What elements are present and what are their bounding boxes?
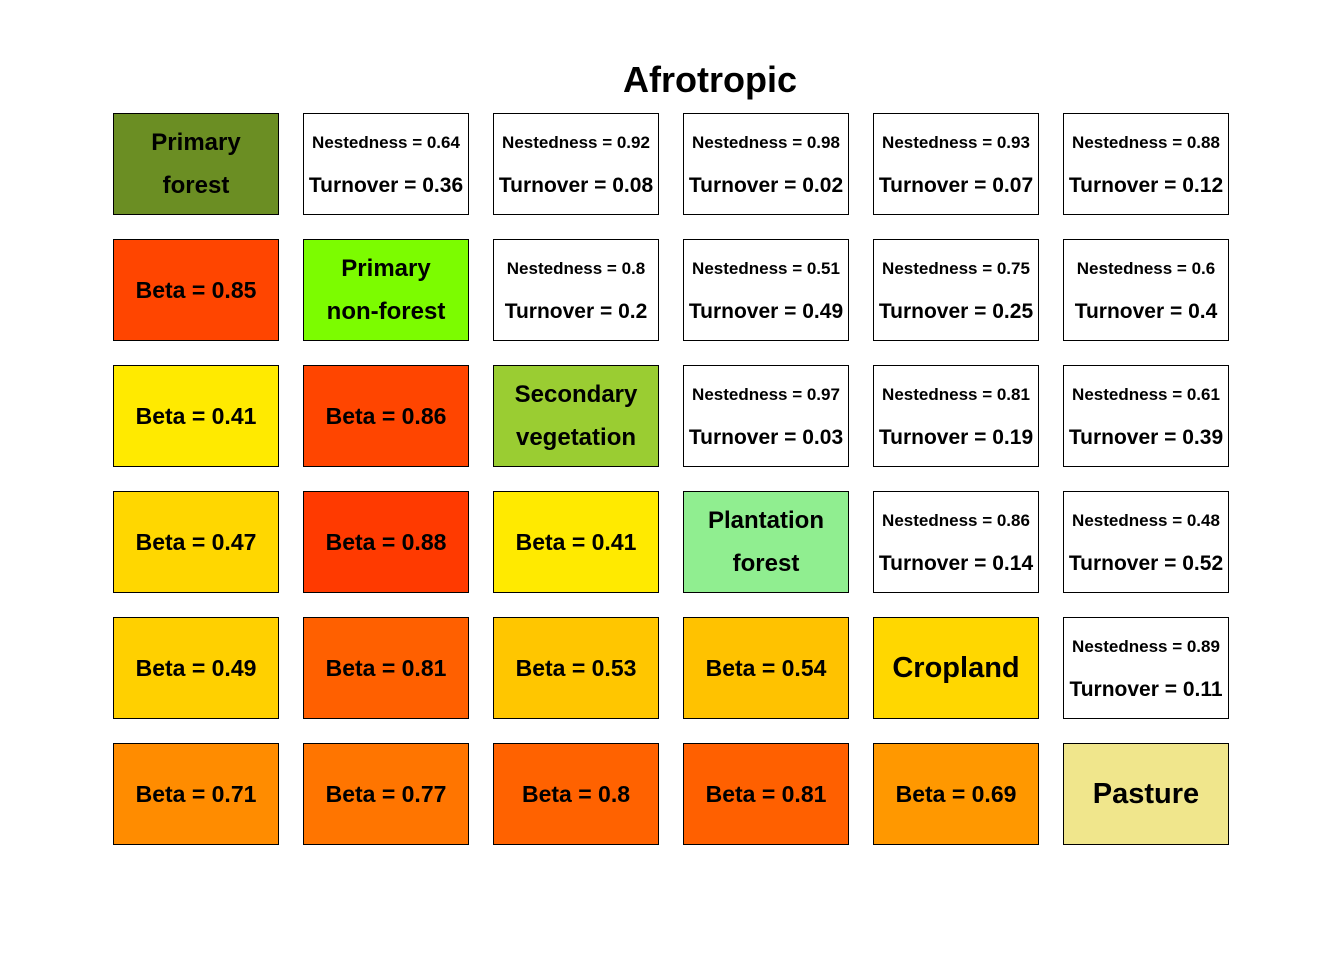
habitat-name-line2: forest <box>162 172 230 199</box>
habitat-pasture: Pasture <box>1063 743 1229 845</box>
nestedness-label: Nestedness = 0.97 <box>692 384 840 404</box>
beta-cell-r3c2: Beta = 0.41 <box>493 491 659 593</box>
habitat-secondary-vegetation: Secondary vegetation <box>493 365 659 467</box>
turnover-label: Turnover = 0.08 <box>498 173 654 197</box>
beta-label: Beta = 0.71 <box>135 780 257 807</box>
habitat-primary-non-forest: Primary non-forest <box>303 239 469 341</box>
pair-cell-r3c5: Nestedness = 0.48 Turnover = 0.52 <box>1063 491 1229 593</box>
pair-cell-r0c1: Nestedness = 0.64 Turnover = 0.36 <box>303 113 469 215</box>
turnover-label: Turnover = 0.39 <box>1068 425 1224 449</box>
nestedness-label: Nestedness = 0.93 <box>882 132 1030 152</box>
beta-cell-r4c0: Beta = 0.49 <box>113 617 279 719</box>
turnover-label: Turnover = 0.03 <box>688 425 844 449</box>
nestedness-label: Nestedness = 0.48 <box>1072 510 1220 530</box>
nestedness-label: Nestedness = 0.88 <box>1072 132 1220 152</box>
habitat-name-line1: Primary <box>341 255 431 282</box>
turnover-label: Turnover = 0.11 <box>1069 677 1223 701</box>
beta-cell-r1c0: Beta = 0.85 <box>113 239 279 341</box>
habitat-cropland: Cropland <box>873 617 1039 719</box>
beta-cell-r4c2: Beta = 0.53 <box>493 617 659 719</box>
beta-cell-r5c1: Beta = 0.77 <box>303 743 469 845</box>
nestedness-label: Nestedness = 0.64 <box>312 132 460 152</box>
pair-cell-r2c4: Nestedness = 0.81 Turnover = 0.19 <box>873 365 1039 467</box>
pair-cell-r1c2: Nestedness = 0.8 Turnover = 0.2 <box>493 239 659 341</box>
habitat-name-line1: Plantation <box>707 507 824 534</box>
turnover-label: Turnover = 0.36 <box>308 173 464 197</box>
beta-label: Beta = 0.49 <box>135 654 257 681</box>
turnover-label: Turnover = 0.52 <box>1068 551 1224 575</box>
nestedness-label: Nestedness = 0.51 <box>692 258 840 278</box>
habitat-name-line1: Pasture <box>1092 777 1200 810</box>
beta-label: Beta = 0.8 <box>521 780 631 807</box>
habitat-name-line1: Cropland <box>892 651 1020 684</box>
pair-cell-r0c4: Nestedness = 0.93 Turnover = 0.07 <box>873 113 1039 215</box>
beta-cell-r2c1: Beta = 0.86 <box>303 365 469 467</box>
pair-cell-r0c3: Nestedness = 0.98 Turnover = 0.02 <box>683 113 849 215</box>
pair-cell-r1c4: Nestedness = 0.75 Turnover = 0.25 <box>873 239 1039 341</box>
nestedness-label: Nestedness = 0.6 <box>1076 258 1216 278</box>
nestedness-label: Nestedness = 0.92 <box>502 132 650 152</box>
beta-label: Beta = 0.77 <box>325 780 447 807</box>
habitat-name-line2: non-forest <box>326 298 446 325</box>
beta-label: Beta = 0.41 <box>515 528 637 555</box>
nestedness-label: Nestedness = 0.75 <box>882 258 1030 278</box>
beta-cell-r5c2: Beta = 0.8 <box>493 743 659 845</box>
turnover-label: Turnover = 0.02 <box>688 173 844 197</box>
pair-cell-r3c4: Nestedness = 0.86 Turnover = 0.14 <box>873 491 1039 593</box>
habitat-primary-forest: Primary forest <box>113 113 279 215</box>
beta-label: Beta = 0.69 <box>895 780 1017 807</box>
beta-label: Beta = 0.88 <box>325 528 447 555</box>
pair-cell-r0c2: Nestedness = 0.92 Turnover = 0.08 <box>493 113 659 215</box>
habitat-name-line1: Secondary <box>514 381 638 408</box>
beta-label: Beta = 0.54 <box>705 654 827 681</box>
beta-label: Beta = 0.47 <box>135 528 257 555</box>
beta-cell-r3c0: Beta = 0.47 <box>113 491 279 593</box>
turnover-label: Turnover = 0.49 <box>688 299 844 323</box>
nestedness-label: Nestedness = 0.61 <box>1072 384 1220 404</box>
turnover-label: Turnover = 0.25 <box>878 299 1034 323</box>
beta-cell-r5c4: Beta = 0.69 <box>873 743 1039 845</box>
beta-cell-r2c0: Beta = 0.41 <box>113 365 279 467</box>
turnover-label: Turnover = 0.07 <box>878 173 1034 197</box>
turnover-label: Turnover = 0.2 <box>504 299 648 323</box>
beta-label: Beta = 0.81 <box>705 780 827 807</box>
beta-label: Beta = 0.86 <box>325 402 447 429</box>
pair-cell-r2c3: Nestedness = 0.97 Turnover = 0.03 <box>683 365 849 467</box>
pair-cell-r0c5: Nestedness = 0.88 Turnover = 0.12 <box>1063 113 1229 215</box>
beta-label: Beta = 0.53 <box>515 654 637 681</box>
nestedness-label: Nestedness = 0.89 <box>1072 636 1220 656</box>
beta-label: Beta = 0.81 <box>325 654 447 681</box>
chart-title: Afrotropic <box>623 59 797 100</box>
beta-label: Beta = 0.85 <box>135 276 257 303</box>
beta-cell-r4c3: Beta = 0.54 <box>683 617 849 719</box>
pair-cell-r2c5: Nestedness = 0.61 Turnover = 0.39 <box>1063 365 1229 467</box>
beta-diversity-matrix: Primary forest Nestedness = 0.64 Turnove… <box>113 113 1231 845</box>
pair-cell-r1c5: Nestedness = 0.6 Turnover = 0.4 <box>1063 239 1229 341</box>
beta-label: Beta = 0.41 <box>135 402 257 429</box>
turnover-label: Turnover = 0.19 <box>878 425 1034 449</box>
habitat-plantation-forest: Plantation forest <box>683 491 849 593</box>
turnover-label: Turnover = 0.4 <box>1074 299 1218 323</box>
beta-cell-r5c0: Beta = 0.71 <box>113 743 279 845</box>
habitat-name-line2: vegetation <box>515 424 637 451</box>
habitat-name-line1: Primary <box>151 129 241 156</box>
nestedness-label: Nestedness = 0.8 <box>506 258 646 278</box>
nestedness-label: Nestedness = 0.81 <box>882 384 1030 404</box>
pair-cell-r4c5: Nestedness = 0.89 Turnover = 0.11 <box>1063 617 1229 719</box>
nestedness-label: Nestedness = 0.86 <box>882 510 1030 530</box>
beta-cell-r3c1: Beta = 0.88 <box>303 491 469 593</box>
beta-cell-r5c3: Beta = 0.81 <box>683 743 849 845</box>
turnover-label: Turnover = 0.12 <box>1068 173 1224 197</box>
nestedness-label: Nestedness = 0.98 <box>692 132 840 152</box>
pair-cell-r1c3: Nestedness = 0.51 Turnover = 0.49 <box>683 239 849 341</box>
habitat-name-line2: forest <box>732 550 800 577</box>
turnover-label: Turnover = 0.14 <box>878 551 1034 575</box>
beta-cell-r4c1: Beta = 0.81 <box>303 617 469 719</box>
